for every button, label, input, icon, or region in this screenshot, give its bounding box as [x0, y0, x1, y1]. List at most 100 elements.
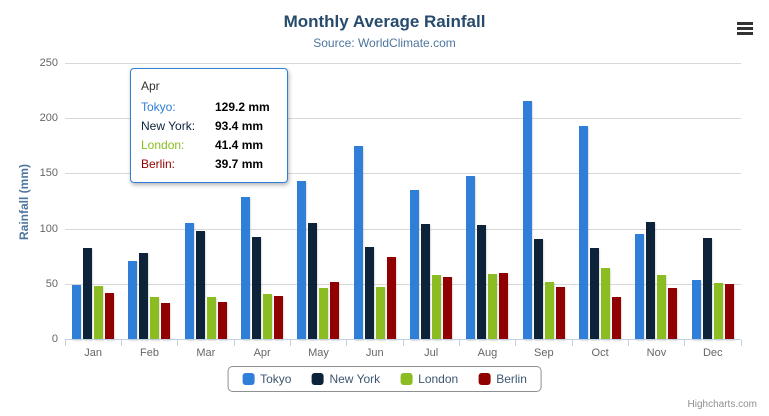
- bar-london-feb[interactable]: [150, 297, 160, 340]
- y-axis-labels: 0 50 100 150 200 250: [0, 57, 58, 345]
- x-axis-tick: [571, 340, 573, 346]
- bar-new-york-jul[interactable]: [421, 224, 431, 340]
- export-menu-line: [737, 32, 753, 35]
- bar-group-jun: [347, 64, 403, 340]
- bar-group-may: [290, 64, 346, 340]
- bar-london-apr[interactable]: [263, 294, 273, 340]
- bar-tokyo-may[interactable]: [297, 181, 307, 340]
- y-axis-tick-label: 100: [39, 222, 58, 235]
- bar-berlin-nov[interactable]: [668, 288, 678, 340]
- bar-tokyo-aug[interactable]: [466, 176, 476, 340]
- tooltip-value: 39.7 mm: [215, 157, 264, 171]
- bar-tokyo-dec[interactable]: [691, 279, 701, 340]
- legend-symbol-icon: [242, 373, 255, 385]
- y-axis-tick-label: 150: [39, 167, 58, 180]
- gridline: [65, 63, 741, 64]
- tooltip-value: 129.2 mm: [215, 100, 270, 114]
- bar-new-york-oct[interactable]: [590, 247, 600, 340]
- bar-berlin-sep[interactable]: [555, 287, 565, 340]
- bar-berlin-apr[interactable]: [274, 296, 284, 340]
- bar-london-aug[interactable]: [488, 274, 498, 340]
- bar-london-dec[interactable]: [713, 283, 723, 340]
- bar-new-york-mar[interactable]: [195, 231, 205, 340]
- x-axis-labels: Jan Feb Mar Apr May Jun Jul Aug Sep Oct Nov Dec: [65, 347, 741, 359]
- gridline: [65, 173, 741, 175]
- x-axis-label-jan: Jan: [84, 347, 103, 359]
- bar-tokyo-apr[interactable]: [241, 197, 251, 340]
- legend-symbol-icon: [478, 373, 491, 385]
- bar-london-sep[interactable]: [544, 282, 554, 340]
- bar-london-nov[interactable]: [657, 274, 667, 340]
- chart-title: Monthly Average Rainfall: [283, 12, 486, 31]
- y-axis-tick-label: 0: [51, 333, 58, 345]
- bar-berlin-jan[interactable]: [105, 293, 115, 340]
- bar-tokyo-sep[interactable]: [522, 101, 532, 340]
- gridline: [65, 118, 741, 120]
- tooltip-row: Tokyo: 129.2 mm: [141, 98, 277, 117]
- tooltip-row: Berlin: 39.7 mm: [141, 155, 277, 174]
- bar-new-york-apr[interactable]: [252, 236, 262, 340]
- bar-new-york-jan[interactable]: [83, 247, 93, 340]
- export-menu-icon[interactable]: [737, 22, 753, 35]
- tooltip-rows: Tokyo: 129.2 mm New York: 93.4 mm London: 41.…: [141, 98, 277, 174]
- bar-group-jan: [65, 64, 121, 340]
- bar-group-apr: [234, 64, 290, 340]
- bar-london-jan[interactable]: [94, 286, 104, 340]
- credits-link[interactable]: Highcharts.com: [687, 399, 757, 410]
- bar-tokyo-nov[interactable]: [635, 234, 645, 340]
- bar-new-york-dec[interactable]: [702, 238, 712, 340]
- bar-group-aug: [459, 64, 515, 340]
- bar-berlin-aug[interactable]: [499, 273, 509, 340]
- x-axis-tick: [515, 340, 517, 346]
- export-menu-line: [737, 27, 753, 30]
- x-axis-tick: [740, 340, 742, 346]
- bar-columns: [65, 64, 741, 340]
- x-axis-label-apr: Apr: [253, 347, 271, 359]
- bar-london-oct[interactable]: [601, 268, 611, 340]
- bar-new-york-may[interactable]: [308, 222, 318, 340]
- x-axis-tick: [684, 340, 686, 346]
- bar-group-oct: [572, 64, 628, 340]
- x-axis-tick: [177, 340, 179, 346]
- bar-tokyo-feb[interactable]: [128, 261, 138, 340]
- legend-symbol-icon: [400, 373, 413, 385]
- bar-tokyo-jan[interactable]: [72, 284, 82, 340]
- x-axis-tick: [289, 340, 291, 346]
- bar-tokyo-oct[interactable]: [579, 125, 589, 340]
- legend-label: Tokyo: [260, 372, 292, 386]
- bar-new-york-nov[interactable]: [646, 222, 656, 340]
- bar-london-jun[interactable]: [375, 286, 385, 340]
- bar-new-york-jun[interactable]: [364, 246, 374, 340]
- bar-london-mar[interactable]: [206, 296, 216, 340]
- bar-berlin-may[interactable]: [330, 281, 340, 340]
- x-axis-label-jun: Jun: [365, 347, 384, 359]
- bar-tokyo-jul[interactable]: [410, 190, 420, 340]
- bar-group-feb: [121, 64, 177, 340]
- bar-berlin-mar[interactable]: [217, 301, 227, 340]
- bar-tokyo-jun[interactable]: [353, 145, 363, 340]
- bar-new-york-feb[interactable]: [139, 253, 149, 340]
- bar-london-jul[interactable]: [432, 274, 442, 340]
- tooltip-row: London: 41.4 mm: [141, 136, 277, 155]
- bar-tokyo-mar[interactable]: [184, 222, 194, 340]
- bar-new-york-sep[interactable]: [533, 239, 543, 340]
- x-axis-label-oct: Oct: [591, 347, 609, 359]
- legend-label: London: [418, 372, 459, 386]
- bar-berlin-jul[interactable]: [443, 276, 453, 340]
- bar-berlin-jun[interactable]: [386, 256, 396, 340]
- legend-item-new-york[interactable]: New York: [311, 372, 380, 386]
- x-axis-line: [65, 339, 741, 340]
- bar-berlin-feb[interactable]: [161, 303, 171, 340]
- x-axis-tick: [458, 340, 460, 346]
- x-axis-tick: [627, 340, 629, 346]
- x-axis-label-sep: Sep: [534, 347, 554, 359]
- legend-item-berlin[interactable]: Berlin: [478, 372, 527, 386]
- bar-berlin-dec[interactable]: [724, 283, 734, 340]
- bar-group-sep: [516, 64, 572, 340]
- bar-berlin-oct[interactable]: [612, 296, 622, 340]
- x-axis-label-dec: Dec: [702, 347, 723, 359]
- legend-item-tokyo[interactable]: Tokyo: [242, 372, 291, 386]
- legend-item-london[interactable]: London: [400, 372, 458, 386]
- bar-london-may[interactable]: [319, 288, 329, 340]
- bar-new-york-aug[interactable]: [477, 224, 487, 340]
